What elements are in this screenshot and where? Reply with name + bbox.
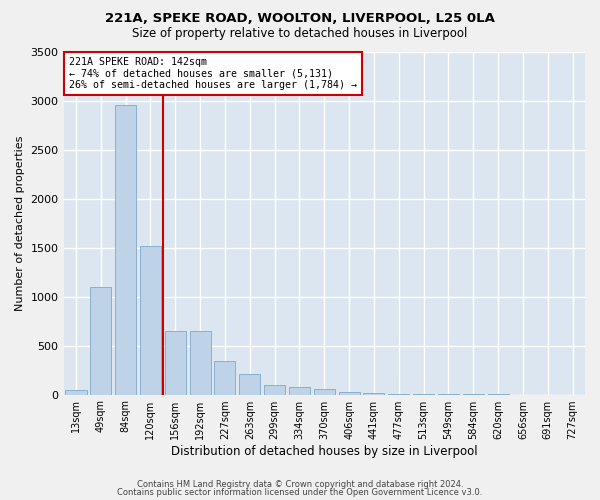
Text: Contains public sector information licensed under the Open Government Licence v3: Contains public sector information licen…: [118, 488, 482, 497]
Bar: [214, 362, 235, 394]
Text: 221A, SPEKE ROAD, WOOLTON, LIVERPOOL, L25 0LA: 221A, SPEKE ROAD, WOOLTON, LIVERPOOL, L2…: [105, 12, 495, 26]
Bar: [338, 392, 359, 394]
Bar: [115, 106, 136, 395]
X-axis label: Distribution of detached houses by size in Liverpool: Distribution of detached houses by size …: [171, 444, 478, 458]
Bar: [190, 331, 211, 394]
Bar: [165, 331, 186, 394]
Text: Size of property relative to detached houses in Liverpool: Size of property relative to detached ho…: [133, 28, 467, 40]
Bar: [90, 287, 112, 395]
Bar: [314, 389, 335, 394]
Text: 221A SPEKE ROAD: 142sqm
← 74% of detached houses are smaller (5,131)
26% of semi: 221A SPEKE ROAD: 142sqm ← 74% of detache…: [69, 56, 357, 90]
Bar: [364, 393, 385, 394]
Bar: [289, 386, 310, 394]
Y-axis label: Number of detached properties: Number of detached properties: [15, 136, 25, 310]
Bar: [140, 246, 161, 394]
Bar: [65, 390, 86, 394]
Bar: [264, 385, 285, 394]
Text: Contains HM Land Registry data © Crown copyright and database right 2024.: Contains HM Land Registry data © Crown c…: [137, 480, 463, 489]
Bar: [239, 374, 260, 394]
